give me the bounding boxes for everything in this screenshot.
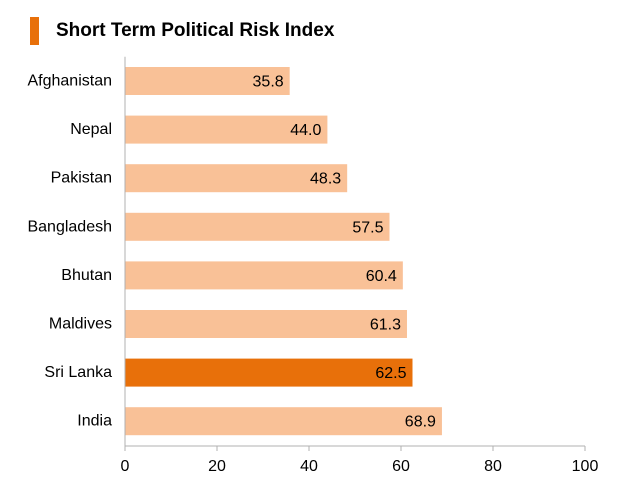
category-label-maldives: Maldives: [49, 316, 112, 333]
value-label-bangladesh: 57.5: [352, 219, 383, 236]
bar-nepal: [125, 115, 328, 144]
category-label-bhutan: Bhutan: [61, 267, 112, 284]
bar-maldives: [125, 310, 407, 338]
bar-afghanistan: [125, 67, 290, 95]
value-label-sri-lanka: 62.5: [375, 365, 406, 382]
category-labels: Afghanistan Nepal Pakistan Bangladesh Bhutan…: [27, 73, 112, 430]
category-label-pakistan: Pakistan: [51, 170, 112, 187]
category-label-bangladesh: Bangladesh: [27, 218, 112, 235]
value-label-bhutan: 60.4: [366, 268, 397, 285]
value-labels: 35.8 44.0 48.3 57.5 60.4 61.3 62.5 68.9: [253, 74, 437, 431]
x-tick-label-20: 20: [208, 458, 226, 475]
category-label-nepal: Nepal: [70, 121, 112, 138]
x-axis: 0 20 40 60 80 100: [121, 56, 599, 475]
bars-group: [125, 67, 442, 436]
value-label-nepal: 44.0: [290, 122, 321, 139]
bar-bangladesh: [125, 212, 390, 241]
category-label-sri-lanka: Sri Lanka: [44, 364, 112, 381]
category-label-afghanistan: Afghanistan: [27, 73, 112, 90]
value-label-india: 68.9: [405, 414, 436, 431]
title-accent-bar: [30, 17, 39, 45]
value-label-pakistan: 48.3: [310, 171, 341, 188]
bar-india: [125, 407, 442, 436]
x-tick-label-40: 40: [300, 458, 318, 475]
value-label-afghanistan: 35.8: [253, 74, 284, 91]
x-tick-label-0: 0: [121, 458, 130, 475]
x-tick-label-60: 60: [392, 458, 410, 475]
x-tick-label-100: 100: [572, 458, 599, 475]
x-tick-label-80: 80: [484, 458, 502, 475]
bar-pakistan: [125, 164, 348, 193]
bar-sri-lanka: [125, 358, 413, 387]
category-label-india: India: [77, 413, 112, 430]
chart-title: Short Term Political Risk Index: [56, 20, 335, 41]
bar-bhutan: [125, 261, 403, 290]
value-label-maldives: 61.3: [370, 317, 401, 334]
